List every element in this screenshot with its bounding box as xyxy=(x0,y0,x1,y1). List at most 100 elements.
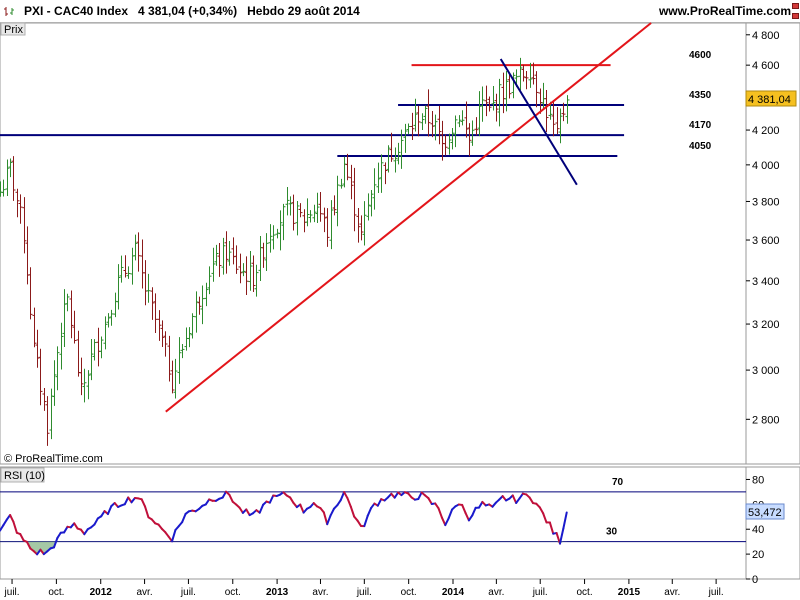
rsi-segment xyxy=(346,497,352,508)
ohlc-bar xyxy=(403,123,408,153)
ohlc-bar xyxy=(217,243,222,277)
rsi-segment xyxy=(363,514,369,528)
rsi-segment xyxy=(447,508,454,520)
rsi-segment xyxy=(181,512,187,524)
ohlc-bar xyxy=(558,108,563,144)
ohlc-bar xyxy=(329,200,334,250)
x-tick-label: 2015 xyxy=(618,587,641,598)
price-panel: Prix 2 800 3 000 3 200 3 400 3 600 3 800 4 000… xyxy=(0,22,800,465)
ohlc-bar xyxy=(116,264,121,310)
trendline-uptrend[interactable] xyxy=(165,22,652,413)
x-tick-label: juil. xyxy=(4,587,20,598)
ohlc-bar xyxy=(197,296,202,315)
rsi-segment xyxy=(144,505,150,519)
last-price-box xyxy=(745,90,797,107)
ohlc-bar xyxy=(450,127,455,150)
ohlc-bar xyxy=(136,232,141,272)
x-tick-label: 2012 xyxy=(90,587,113,598)
rsi-segment xyxy=(538,506,545,515)
rsi-segment xyxy=(461,503,467,514)
ohlc-bar xyxy=(18,194,23,224)
ohlc-bar xyxy=(281,203,286,241)
rsi-segment xyxy=(444,517,450,527)
rsi-value-box xyxy=(745,503,785,520)
rsi-segment xyxy=(0,524,5,532)
ohlc-bar xyxy=(55,346,60,391)
rsi-segment xyxy=(63,525,69,534)
x-tick-label: oct. xyxy=(48,587,64,598)
rsi-segment xyxy=(9,514,15,523)
ohlc-bar xyxy=(11,156,16,201)
ohlc-bar xyxy=(288,196,293,216)
ohlc-bar xyxy=(5,159,10,196)
rsi-y-tick-label: 40 xyxy=(752,524,764,536)
close-icon[interactable] xyxy=(792,3,799,9)
rsi-axis-frame xyxy=(745,466,800,580)
rsi-segment xyxy=(326,514,332,526)
window-buttons xyxy=(792,0,800,22)
ohlc-bar xyxy=(52,360,57,406)
ohlc-bar xyxy=(524,70,529,90)
watermark: © ProRealTime.com xyxy=(4,453,103,465)
rsi-level-label-70: 70 xyxy=(612,477,624,488)
ohlc-bar xyxy=(261,242,266,268)
ohlc-bar xyxy=(561,102,566,122)
ohlc-bar xyxy=(457,115,462,128)
ohlc-bar xyxy=(477,91,482,137)
ohlc-bar xyxy=(416,105,421,137)
ohlc-bars xyxy=(0,57,570,446)
ohlc-bar xyxy=(42,387,47,411)
ohlc-bar xyxy=(318,191,323,222)
ohlc-bar xyxy=(551,99,556,137)
site-link[interactable]: www.ProRealTime.com xyxy=(658,4,791,18)
ohlc-bar xyxy=(190,313,195,339)
ohlc-bar xyxy=(264,233,269,271)
rsi-segment xyxy=(464,511,470,522)
ohlc-bar xyxy=(106,313,111,328)
ohlc-bar xyxy=(305,198,310,227)
ohlc-bar xyxy=(389,132,394,162)
rsi-segment xyxy=(171,529,177,543)
ohlc-bar xyxy=(507,74,512,99)
ohlc-bar xyxy=(200,285,205,325)
x-tick-label: 2013 xyxy=(266,587,289,598)
ohlc-bar xyxy=(497,78,502,127)
price-y-tick-label: 3 400 xyxy=(752,276,780,288)
level-label-4050: 4050 xyxy=(689,141,712,152)
price-panel-frame xyxy=(0,22,747,465)
rsi-segment xyxy=(258,503,265,514)
rsi-segment xyxy=(356,519,362,527)
chart-type-icon[interactable] xyxy=(3,6,21,17)
ohlc-bar xyxy=(453,115,458,148)
trendline-downtrend[interactable] xyxy=(499,58,578,186)
rsi-title: RSI (10) xyxy=(4,470,45,482)
ohlc-bar xyxy=(211,247,216,282)
rsi-segment xyxy=(19,533,25,542)
ohlc-bar xyxy=(38,348,43,406)
close-icon[interactable] xyxy=(792,13,799,19)
ohlc-bar xyxy=(126,266,131,279)
ohlc-bar xyxy=(65,293,70,312)
ohlc-bar xyxy=(241,263,246,277)
ohlc-bar xyxy=(177,337,182,384)
ohlc-bar xyxy=(146,273,151,303)
ohlc-bar xyxy=(160,320,165,347)
x-axis: juil. oct. 2012 avr. juil. oct. 2013 avr. juil. o… xyxy=(0,578,746,598)
ohlc-bar xyxy=(119,255,124,283)
ohlc-bar xyxy=(133,234,138,261)
rsi-segment xyxy=(437,507,443,519)
ohlc-bar xyxy=(315,192,320,224)
x-tick-label: oct. xyxy=(576,587,592,598)
ohlc-bar xyxy=(487,96,492,112)
rsi-line xyxy=(0,490,568,556)
ohlc-bar xyxy=(254,264,259,297)
ohlc-bar xyxy=(460,110,465,126)
rsi-segment xyxy=(478,500,484,509)
ohlc-bar xyxy=(379,154,384,193)
rsi-segment xyxy=(12,520,18,534)
rsi-segment xyxy=(268,494,275,504)
ohlc-bar xyxy=(153,293,158,334)
price-y-tick-label: 4 600 xyxy=(752,60,780,72)
ohlc-bar xyxy=(399,129,404,169)
price-y-tick-label: 3 200 xyxy=(752,319,780,331)
